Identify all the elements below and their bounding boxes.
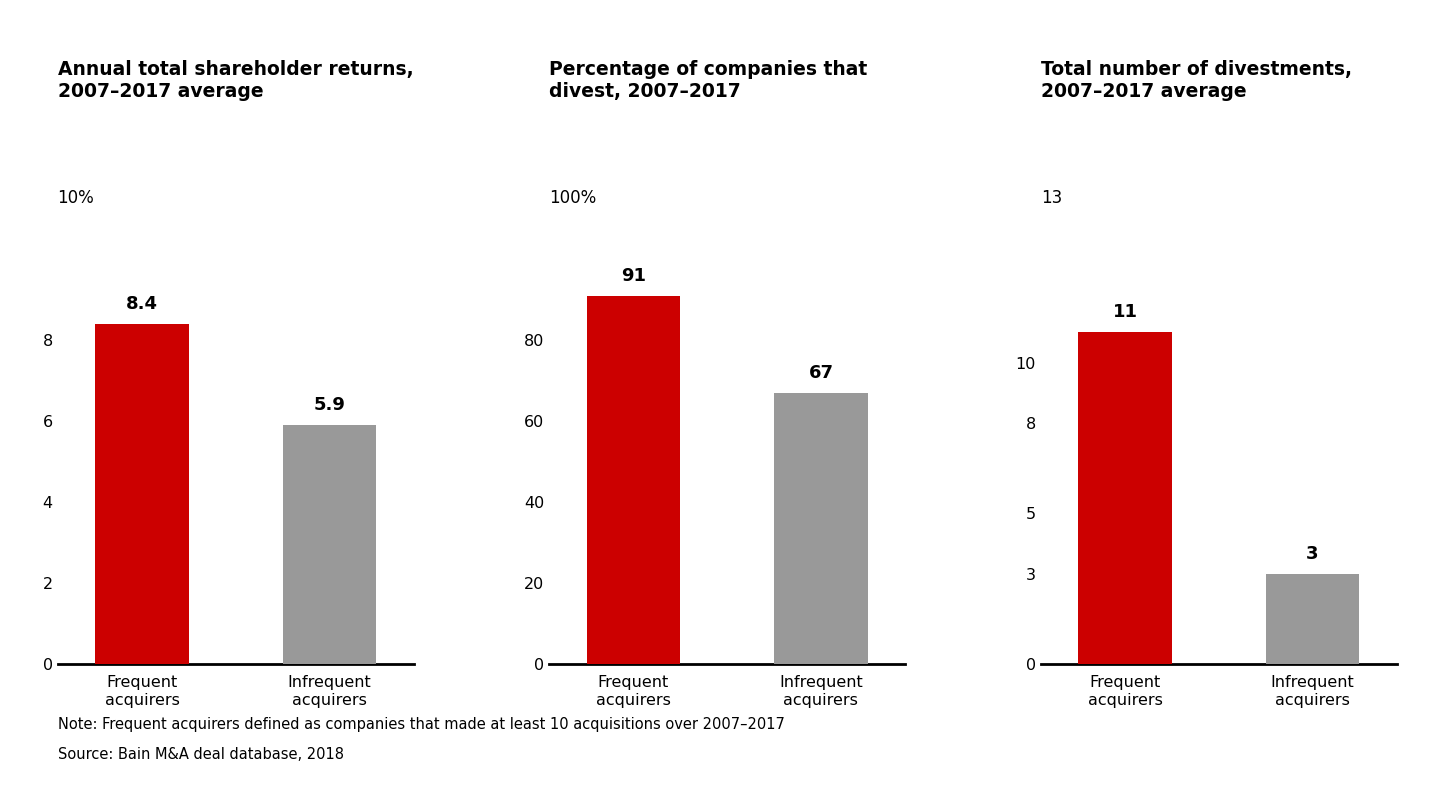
Text: Source: Bain M&A deal database, 2018: Source: Bain M&A deal database, 2018 [58, 747, 344, 762]
Text: 8.4: 8.4 [125, 295, 158, 313]
Text: 5.9: 5.9 [314, 396, 346, 415]
Text: 11: 11 [1113, 304, 1138, 322]
Text: Note: Frequent acquirers defined as companies that made at least 10 acquisitions: Note: Frequent acquirers defined as comp… [58, 717, 785, 732]
Text: 100%: 100% [549, 189, 596, 207]
Text: 91: 91 [621, 266, 647, 285]
Text: 10%: 10% [58, 189, 95, 207]
Text: 67: 67 [808, 364, 834, 382]
Bar [95, 324, 189, 664]
Bar [775, 393, 868, 664]
Text: Percentage of companies that
divest, 2007–2017: Percentage of companies that divest, 200… [549, 60, 867, 101]
Bar [1079, 332, 1172, 664]
Bar [1266, 573, 1359, 664]
Bar [282, 425, 376, 664]
Bar [586, 296, 680, 664]
Text: Total number of divestments,
2007–2017 average: Total number of divestments, 2007–2017 a… [1041, 60, 1352, 101]
Text: 3: 3 [1306, 545, 1319, 563]
Text: Annual total shareholder returns,
2007–2017 average: Annual total shareholder returns, 2007–2… [58, 60, 413, 101]
Text: 13: 13 [1041, 189, 1061, 207]
